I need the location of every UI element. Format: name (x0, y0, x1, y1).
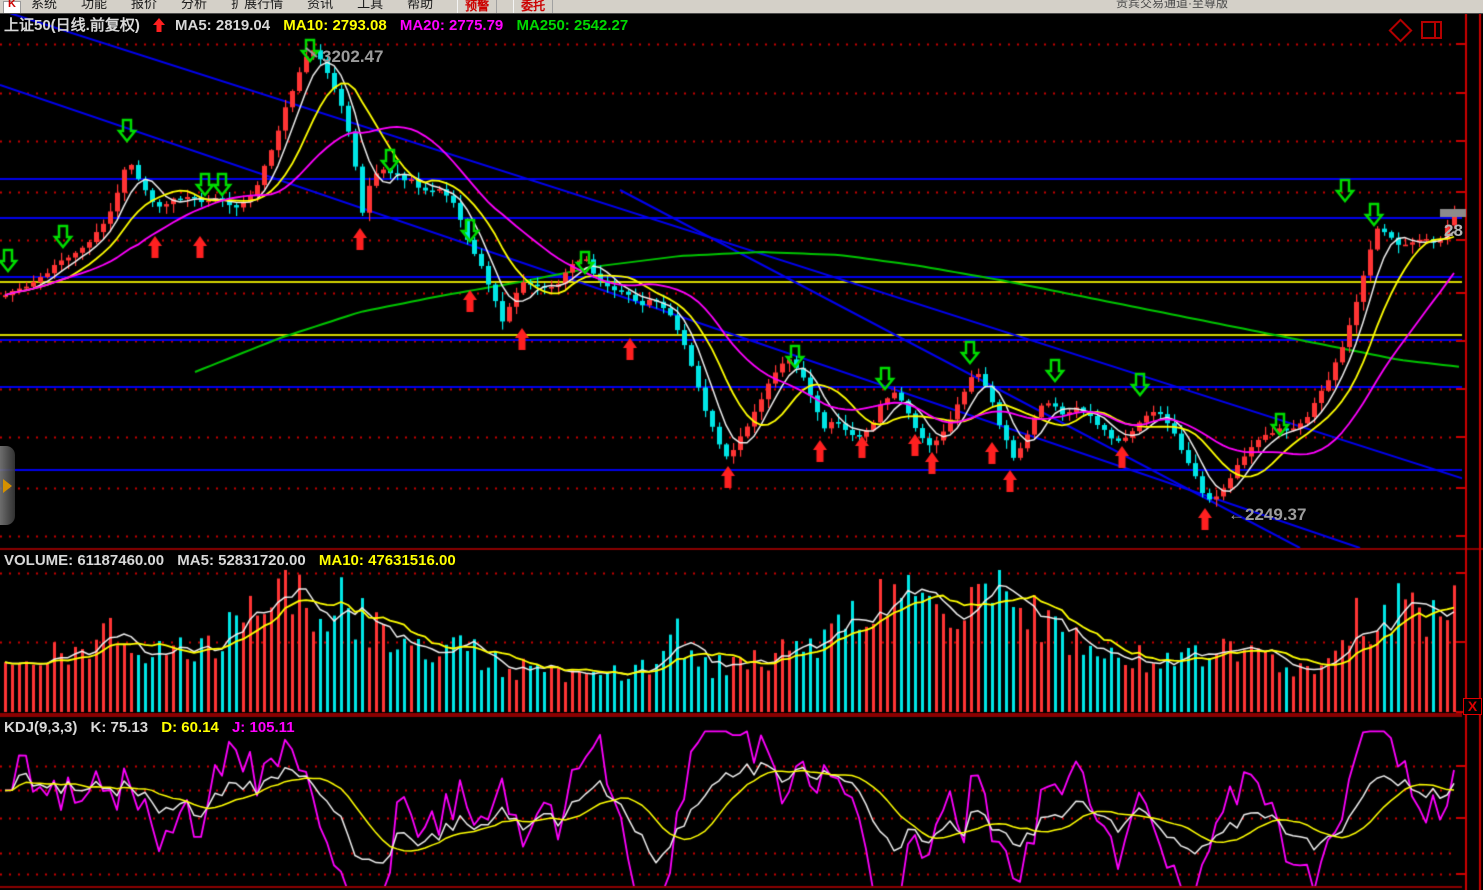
symbol-title: 上证50(日线.前复权) (4, 17, 140, 34)
menu-item-function[interactable]: 功能 (81, 0, 108, 11)
current-price-label: 28 (1444, 221, 1463, 240)
ma250-value: 2542.27 (573, 17, 629, 34)
vol-ma5-value: 52831720.00 (218, 552, 306, 569)
menu-item-quotes[interactable]: 报价 (131, 0, 158, 11)
kdj-j-value: 105.11 (249, 719, 295, 736)
menu-item-news[interactable]: 资讯 (307, 0, 334, 11)
volume-label: VOLUME: (4, 552, 74, 569)
vol-ma10-label: MA10: (318, 552, 364, 569)
ma5-label: MA5: (175, 17, 212, 34)
kdj-k-label: K: (90, 719, 107, 736)
menu-item-help[interactable]: 帮助 (407, 0, 434, 11)
low-price-label: ←2249.37 (1228, 505, 1307, 524)
sidebar-expand-handle[interactable] (0, 446, 15, 525)
main-pane-title-row: 上证50(日线.前复权) MA5: 2819.04 MA10: 2793.08 … (4, 14, 637, 35)
menu-item-tools[interactable]: 工具 (357, 0, 384, 11)
kdj-pane-title-row: KDJ(9,3,3) K: 75.13 D: 60.14 J: 105.11 (4, 719, 304, 736)
app-icon-glyph: K (8, 0, 16, 10)
ma10-value: 2793.08 (332, 17, 387, 34)
vol-ma10-value: 47631516.00 (368, 552, 456, 569)
menu-item-extended[interactable]: 扩展行情 (231, 0, 284, 11)
trade-button[interactable]: 委托 (513, 0, 554, 13)
vol-ma5-label: MA5: (177, 552, 214, 569)
menubar-right-text: 贵宾交易通道·至尊版 (1116, 0, 1228, 10)
close-pane-button[interactable]: X (1463, 698, 1482, 715)
app-icon[interactable]: K (3, 0, 21, 13)
alert-button[interactable]: 预警 (457, 0, 498, 13)
ma250-label: MA250: (516, 17, 570, 34)
volume-value: 61187460.00 (77, 552, 165, 569)
kdj-k-value: 75.13 (110, 719, 149, 736)
split-window-icon[interactable] (1421, 21, 1442, 39)
up-arrow-icon (152, 18, 165, 32)
ma5-value: 2819.04 (215, 17, 271, 34)
ma10-label: MA10: (283, 17, 329, 34)
expand-arrow-icon (3, 478, 12, 493)
volume-pane-title-row: VOLUME: 61187460.00 MA5: 52831720.00 MA1… (4, 552, 465, 569)
peak-price-label: 3202.47 (322, 47, 384, 66)
kdj-title: KDJ(9,3,3) (4, 719, 78, 736)
kdj-d-value: 60.14 (181, 719, 219, 736)
menu-bar: K 系统 功能 报价 分析 扩展行情 资讯 工具 帮助 预警 委托 贵宾交易通道… (0, 0, 1483, 14)
menu-item-analysis[interactable]: 分析 (181, 0, 208, 11)
ma20-value: 2775.79 (449, 17, 504, 34)
ma20-label: MA20: (399, 17, 445, 34)
kdj-d-label: D: (161, 719, 178, 736)
diamond-icon[interactable] (1388, 17, 1413, 43)
menu-item-system[interactable]: 系统 (31, 0, 58, 11)
kdj-j-label: J: (231, 719, 246, 736)
pane-controls (1388, 17, 1442, 43)
